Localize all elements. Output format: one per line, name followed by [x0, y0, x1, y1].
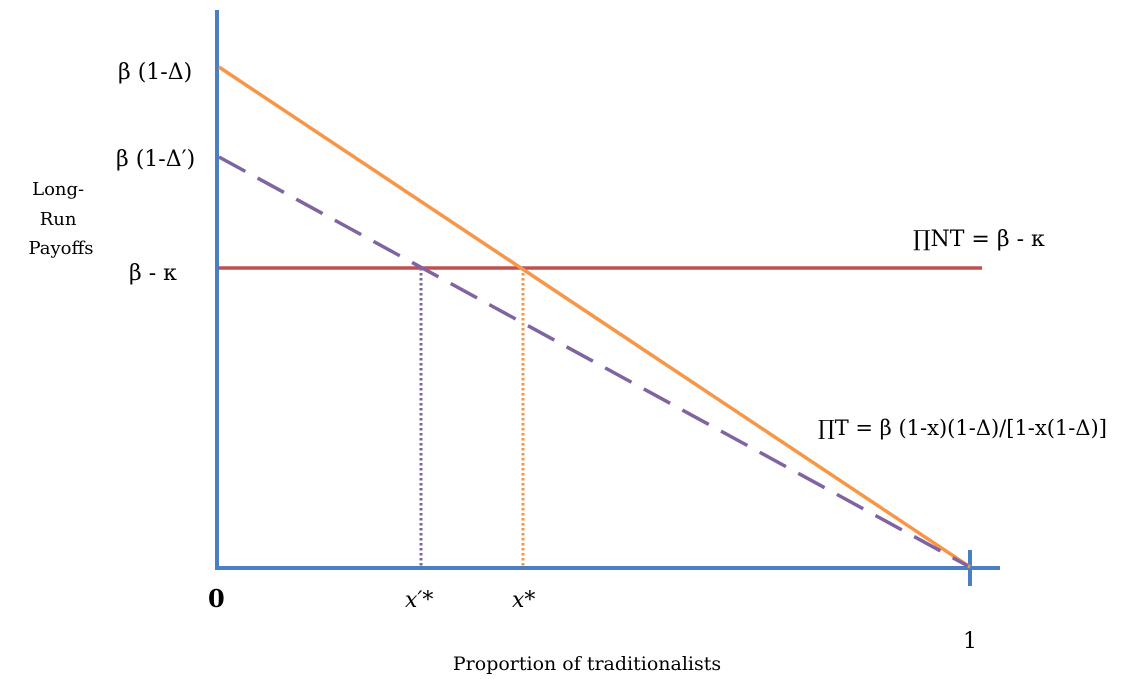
x-star-label: x* [512, 588, 535, 613]
y-tick-low: β - κ [129, 261, 177, 286]
x-end-label: 1 [963, 629, 977, 654]
y-axis-title: Long- Run Payoffs [28, 179, 93, 259]
t-payoff-line [218, 65, 971, 569]
t-curve-label: ∏T = β (1-x)(1-Δ)/[1-x(1-Δ)] [818, 416, 1107, 440]
y-tick-mid: β (1-Δ′) [116, 147, 195, 172]
y-axis-title-line-1: Long- [32, 179, 84, 200]
y-tick-high: β (1-Δ) [118, 60, 192, 85]
x-prime-star-label: x′* [405, 588, 433, 613]
t-payoff-dashed-line [218, 155, 969, 568]
x-origin-label: 0 [208, 584, 225, 613]
nt-curve-label: ∏NT = β - κ [913, 227, 1045, 252]
y-axis-title-line-2: Run [40, 209, 77, 230]
y-axis-title-line-3: Payoffs [28, 238, 93, 259]
x-axis-title: Proportion of traditionalists [453, 653, 721, 675]
